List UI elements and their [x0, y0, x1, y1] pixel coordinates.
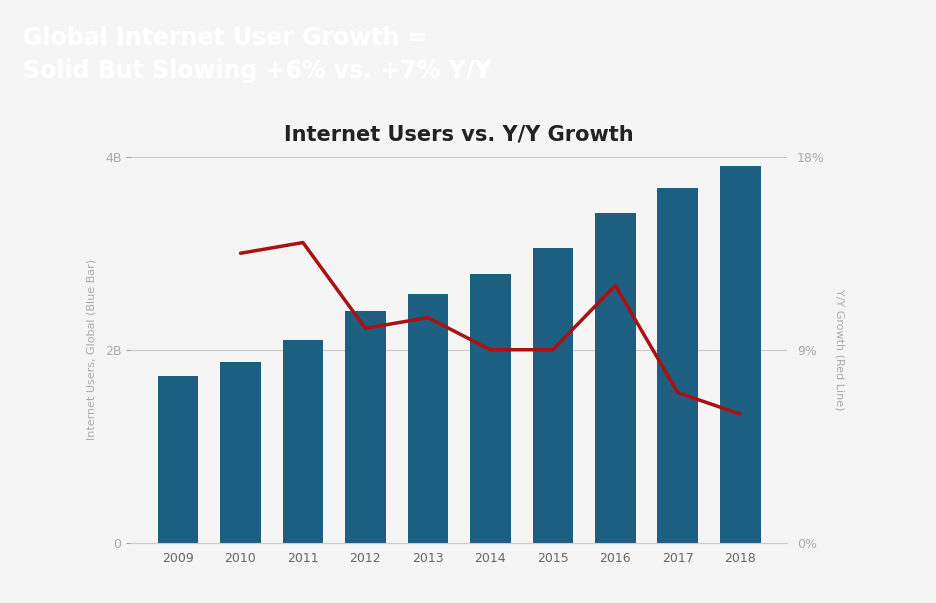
Bar [283, 340, 323, 543]
Bar [532, 248, 573, 543]
Bar [594, 213, 635, 543]
Bar [719, 166, 760, 543]
Bar [407, 294, 447, 543]
Y-axis label: Internet Users, Global (Blue Bar): Internet Users, Global (Blue Bar) [86, 259, 96, 440]
Y-axis label: Y/Y Growth (Red Line): Y/Y Growth (Red Line) [833, 289, 843, 411]
Bar [344, 311, 386, 543]
Bar [220, 362, 260, 543]
Bar [657, 188, 697, 543]
Bar [470, 274, 510, 543]
Title: Internet Users vs. Y/Y Growth: Internet Users vs. Y/Y Growth [284, 124, 634, 144]
Bar [157, 376, 198, 543]
Text: Global Internet User Growth =
Solid But Slowing +6% vs. +7% Y/Y: Global Internet User Growth = Solid But … [23, 26, 491, 83]
